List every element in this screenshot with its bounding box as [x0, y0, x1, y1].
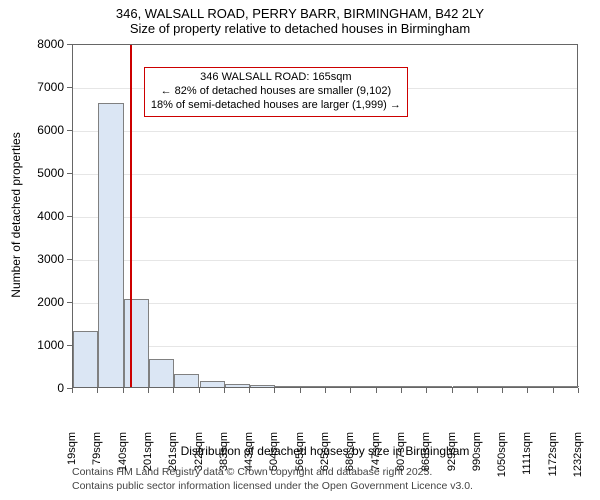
xtick-label: 79sqm: [91, 432, 103, 484]
ytick-mark: [67, 44, 72, 45]
histogram-bar: [402, 386, 427, 387]
histogram-bar: [124, 299, 149, 387]
xtick-mark: [477, 388, 478, 393]
ytick-mark: [67, 259, 72, 260]
callout-line: 346 WALSALL ROAD: 165sqm: [151, 71, 401, 85]
xtick-label: 322sqm: [193, 432, 205, 484]
ytick-label: 5000: [0, 166, 64, 180]
xtick-label: 201sqm: [142, 432, 154, 484]
histogram-bar: [503, 386, 528, 387]
xtick-mark: [199, 388, 200, 393]
histogram-bar: [225, 384, 250, 387]
xtick-mark: [350, 388, 351, 393]
xtick-label: 1050sqm: [496, 432, 508, 484]
xtick-label: 990sqm: [471, 432, 483, 484]
xtick-label: 1111sqm: [521, 432, 533, 484]
ytick-label: 8000: [0, 37, 64, 51]
property-marker-line: [130, 45, 132, 387]
gridline: [73, 260, 577, 261]
ytick-mark: [67, 345, 72, 346]
xtick-label: 140sqm: [117, 432, 129, 484]
histogram-bar: [427, 386, 452, 387]
ytick-label: 6000: [0, 123, 64, 137]
xtick-mark: [224, 388, 225, 393]
gridline: [73, 174, 577, 175]
histogram-bar: [174, 374, 199, 387]
histogram-bar: [351, 386, 376, 387]
xtick-label: 443sqm: [243, 432, 255, 484]
xtick-label: 807sqm: [395, 432, 407, 484]
xtick-label: 625sqm: [319, 432, 331, 484]
xtick-mark: [173, 388, 174, 393]
property-callout: 346 WALSALL ROAD: 165sqm← 82% of detache…: [144, 67, 408, 116]
histogram-bar: [478, 386, 503, 387]
xtick-mark: [123, 388, 124, 393]
xtick-mark: [97, 388, 98, 393]
xtick-mark: [274, 388, 275, 393]
xtick-label: 868sqm: [420, 432, 432, 484]
title-line-1: 346, WALSALL ROAD, PERRY BARR, BIRMINGHA…: [0, 6, 600, 21]
histogram-bar: [326, 386, 351, 387]
ytick-label: 0: [0, 381, 64, 395]
histogram-bar: [149, 359, 174, 387]
xtick-mark: [401, 388, 402, 393]
xtick-label: 1172sqm: [547, 432, 559, 484]
xtick-mark: [300, 388, 301, 393]
xtick-mark: [426, 388, 427, 393]
ytick-mark: [67, 87, 72, 88]
histogram-bar: [301, 386, 326, 387]
xtick-label: 261sqm: [167, 432, 179, 484]
xtick-mark: [325, 388, 326, 393]
xtick-mark: [72, 388, 73, 393]
histogram-bar: [377, 386, 402, 387]
xtick-label: 929sqm: [446, 432, 458, 484]
histogram-bar: [453, 386, 478, 387]
xtick-mark: [148, 388, 149, 393]
histogram-bar: [200, 381, 225, 387]
histogram-bar: [528, 386, 553, 387]
xtick-mark: [452, 388, 453, 393]
ytick-label: 1000: [0, 338, 64, 352]
xtick-mark: [578, 388, 579, 393]
ytick-label: 3000: [0, 252, 64, 266]
ytick-label: 2000: [0, 295, 64, 309]
histogram-bar: [554, 386, 579, 387]
title-block: 346, WALSALL ROAD, PERRY BARR, BIRMINGHA…: [0, 6, 600, 36]
histogram-bar: [98, 103, 123, 387]
xtick-mark: [527, 388, 528, 393]
xtick-label: 1232sqm: [572, 432, 584, 484]
xtick-mark: [376, 388, 377, 393]
gridline: [73, 217, 577, 218]
xtick-label: 383sqm: [218, 432, 230, 484]
xtick-mark: [249, 388, 250, 393]
xtick-mark: [502, 388, 503, 393]
histogram-bar: [250, 385, 275, 387]
ytick-mark: [67, 216, 72, 217]
ytick-label: 4000: [0, 209, 64, 223]
histogram-bar: [275, 386, 300, 387]
xtick-label: 686sqm: [344, 432, 356, 484]
xtick-label: 19sqm: [66, 432, 78, 484]
xtick-label: 747sqm: [370, 432, 382, 484]
title-line-2: Size of property relative to detached ho…: [0, 21, 600, 36]
xtick-label: 504sqm: [268, 432, 280, 484]
ytick-mark: [67, 173, 72, 174]
callout-line: 18% of semi-detached houses are larger (…: [151, 99, 401, 113]
gridline: [73, 131, 577, 132]
plot-area: 346 WALSALL ROAD: 165sqm← 82% of detache…: [72, 44, 578, 388]
callout-line: ← 82% of detached houses are smaller (9,…: [151, 85, 401, 99]
xtick-mark: [553, 388, 554, 393]
chart-container: 346, WALSALL ROAD, PERRY BARR, BIRMINGHA…: [0, 0, 600, 500]
xtick-label: 565sqm: [294, 432, 306, 484]
histogram-bar: [73, 331, 98, 387]
ytick-mark: [67, 130, 72, 131]
ytick-mark: [67, 302, 72, 303]
ytick-label: 7000: [0, 80, 64, 94]
